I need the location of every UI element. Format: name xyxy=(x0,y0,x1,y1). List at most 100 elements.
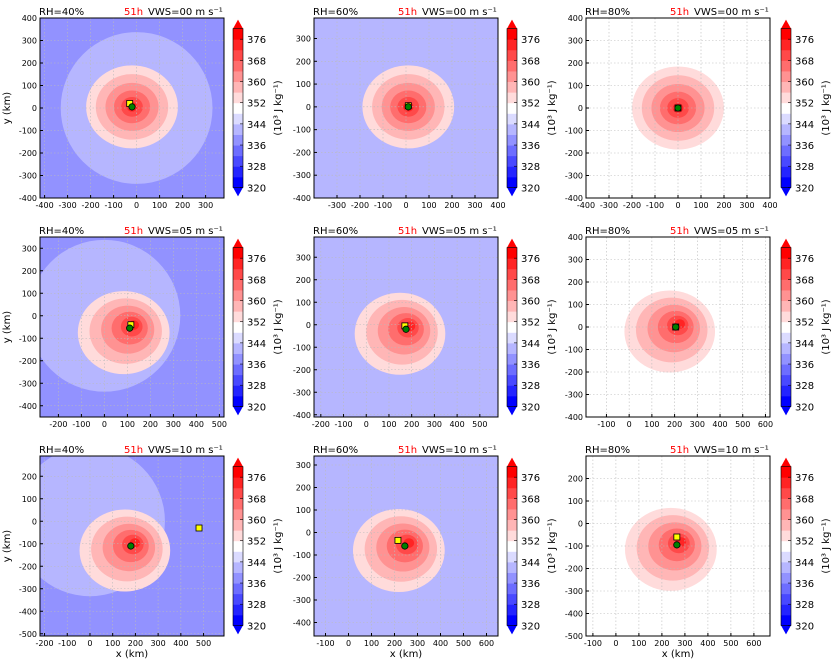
colorbar-segment xyxy=(233,145,243,157)
colorbar-segment xyxy=(507,176,517,188)
colorbar-segment xyxy=(781,321,791,333)
colorbar-tick-label: 360 xyxy=(795,516,814,527)
colorbar-frame xyxy=(506,466,518,626)
colorbar-segment xyxy=(233,466,243,478)
colorbar-segment xyxy=(781,134,791,146)
colorbar-frame xyxy=(780,466,792,626)
x-axis-label: x (km) xyxy=(390,649,423,660)
colorbar-segment xyxy=(781,614,791,626)
y-tick-label: 100 xyxy=(296,506,311,515)
colorbar-segment xyxy=(507,92,517,104)
colorbar-label: (10³ J kg⁻¹) xyxy=(821,299,831,354)
x-tick-label: 100 xyxy=(693,201,708,210)
y-tick-label: -400 xyxy=(565,194,583,203)
x-tick-label: 100 xyxy=(644,420,659,429)
colorbar-segment xyxy=(507,28,517,40)
yellow-center-marker xyxy=(394,536,402,544)
colorbar-extend-high xyxy=(781,457,791,467)
panel-title-right: VWS=00 m s⁻¹ xyxy=(694,7,769,18)
colorbar-segment xyxy=(233,364,243,376)
colorbar-segment xyxy=(507,258,517,270)
colorbar-segment xyxy=(781,102,791,114)
colorbar-1-2: 320 328 336 344 352 360 368 376 (10³ J kg⁻¹) xyxy=(780,238,831,416)
colorbar-tick-label: 376 xyxy=(795,473,814,484)
colorbar-label: (10³ J kg⁻¹) xyxy=(273,518,284,573)
x-tick-label: 300 xyxy=(677,639,692,648)
y-tick-label: 0 xyxy=(32,312,37,321)
x-tick-label: -200 xyxy=(49,420,67,429)
yellow-center-marker xyxy=(195,524,203,532)
y-tick-label: -100 xyxy=(293,126,311,135)
colorbar-segment xyxy=(507,604,517,616)
axes-frame xyxy=(39,455,225,637)
y-tick-label: -200 xyxy=(19,357,37,366)
colorbar-segment xyxy=(781,49,791,61)
colorbar-segment xyxy=(781,279,791,291)
y-tick-label: 200 xyxy=(568,59,583,68)
colorbar-segment xyxy=(781,498,791,510)
y-tick-label: 100 xyxy=(568,301,583,310)
x-tick-label: 200 xyxy=(387,639,402,648)
colorbar-extend-high xyxy=(781,19,791,29)
grid xyxy=(40,237,224,417)
y-tick-label: -100 xyxy=(293,343,311,352)
x-tick-label: 500 xyxy=(456,639,471,648)
colorbar-extend-low xyxy=(507,406,517,416)
theta-e-field xyxy=(40,18,224,198)
x-tick-label: -200 xyxy=(35,639,53,648)
panel-time-label: 51h xyxy=(124,445,143,456)
colorbar-segment xyxy=(781,123,791,135)
colorbar-segment xyxy=(781,81,791,93)
colorbar-tick-label: 360 xyxy=(521,516,540,527)
colorbar-tick-label: 376 xyxy=(795,254,814,265)
colorbar-2-2: 320 328 336 344 352 360 368 376 (10³ J kg⁻¹) xyxy=(780,457,831,635)
x-tick-label: 100 xyxy=(364,639,379,648)
colorbar-extend-high xyxy=(507,19,517,29)
panel-title-right: VWS=05 m s⁻¹ xyxy=(148,226,223,237)
colorbar-segment xyxy=(233,530,243,542)
colorbar-segment xyxy=(781,92,791,104)
x-tick-label: 400 xyxy=(700,639,715,648)
colorbar-tick-label: 320 xyxy=(521,183,540,194)
colorbar-segment xyxy=(507,166,517,178)
colorbar-extend-low xyxy=(781,187,791,197)
panel-title-left: RH=60% xyxy=(313,226,358,237)
y-tick-label: 300 xyxy=(22,244,37,253)
y-tick-label: 0 xyxy=(306,321,311,330)
colorbar-segment xyxy=(233,385,243,397)
colorbar-tick-label: 376 xyxy=(247,35,266,46)
y-tick-label: -100 xyxy=(19,127,37,136)
x-tick-label: -100 xyxy=(334,420,352,429)
y-tick-label: 300 xyxy=(568,37,583,46)
colorbar-segment xyxy=(233,49,243,61)
y-tick-label: -300 xyxy=(565,172,583,181)
colorbar-tick-label: 328 xyxy=(521,600,540,611)
x-tick-label: 400 xyxy=(449,420,464,429)
colorbar-segment xyxy=(507,385,517,397)
colorbar-tick-label: 336 xyxy=(247,579,266,590)
x-tick-label: -200 xyxy=(312,420,330,429)
x-tick-label: 200 xyxy=(716,201,731,210)
colorbar-label: (10³ J kg⁻¹) xyxy=(273,299,284,354)
colorbar-segment xyxy=(781,176,791,188)
colorbar-tick-label: 368 xyxy=(521,56,540,67)
axes-frame xyxy=(313,236,499,418)
colorbar-segment xyxy=(781,155,791,167)
colorbar-segment xyxy=(233,113,243,125)
colorbar-tick-label: 336 xyxy=(247,360,266,371)
green-center-marker xyxy=(126,324,134,332)
x-tick-label: 0 xyxy=(346,639,351,648)
colorbar-segment xyxy=(507,593,517,605)
colorbar-segment xyxy=(233,102,243,114)
y-axis-label: y (km) xyxy=(2,92,13,125)
colorbar-label: (10³ J kg⁻¹) xyxy=(273,80,284,135)
colorbar-segment xyxy=(507,102,517,114)
colorbar-segment xyxy=(781,289,791,302)
y-tick-label: -300 xyxy=(19,379,37,388)
colorbar-segment xyxy=(781,395,791,407)
colorbar-segment xyxy=(233,614,243,626)
y-tick-label: 0 xyxy=(32,104,37,113)
colorbar-segment xyxy=(233,81,243,93)
x-tick-label: -200 xyxy=(82,201,100,210)
colorbar-segment xyxy=(233,374,243,386)
